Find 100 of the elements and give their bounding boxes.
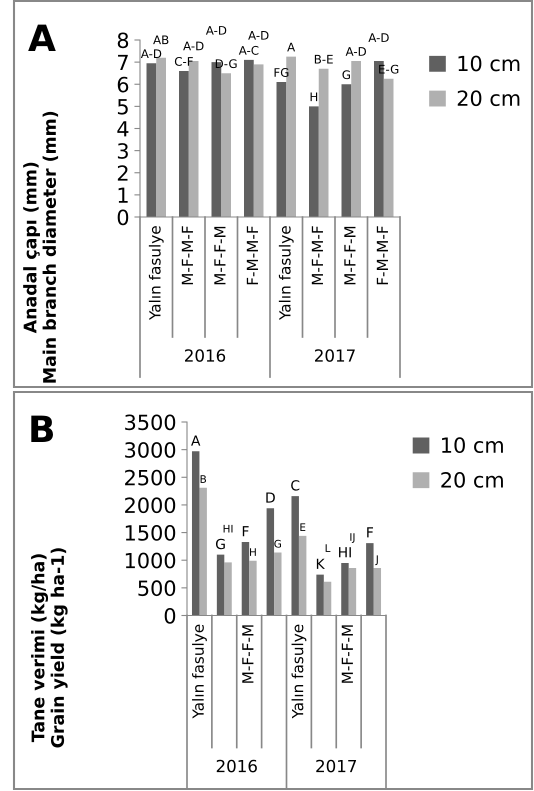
x-tick-label: M-F-F-M bbox=[242, 625, 254, 683]
data-label: A-D bbox=[346, 47, 366, 56]
bar bbox=[309, 106, 319, 217]
bar bbox=[318, 68, 328, 217]
y-tick-label: 5 bbox=[118, 99, 128, 115]
text: 2016 bbox=[185, 349, 226, 362]
y-tick-label: 0 bbox=[164, 608, 176, 624]
legend-label: 20 cm bbox=[441, 472, 503, 488]
x-tick-label: Yalın fasulye bbox=[292, 624, 306, 719]
y-tick-label: 0 bbox=[118, 209, 128, 226]
y-tick-label: 1 bbox=[118, 188, 128, 203]
bar bbox=[221, 73, 231, 217]
data-label: F bbox=[367, 527, 374, 538]
x-tick-label: M-F-F-M bbox=[342, 625, 353, 683]
data-label: A bbox=[287, 42, 296, 52]
data-label: B bbox=[200, 475, 206, 483]
bar bbox=[266, 508, 274, 616]
bar bbox=[342, 84, 352, 217]
data-label: L bbox=[326, 544, 330, 552]
y-tick-label: 500 bbox=[138, 580, 176, 596]
y-tick-label: 1000 bbox=[126, 552, 176, 568]
text: 2017 bbox=[316, 760, 356, 772]
bar bbox=[324, 582, 332, 616]
x-tick-label: M-F-M-F bbox=[182, 226, 193, 284]
bar bbox=[374, 568, 382, 616]
y-tick-label: 8 bbox=[118, 32, 128, 48]
y-tick-label: 6 bbox=[118, 76, 128, 92]
data-label: H bbox=[250, 548, 256, 556]
y-tick-label: 2000 bbox=[125, 497, 176, 514]
y-tick-label: 2 bbox=[118, 165, 128, 181]
data-label: H bbox=[310, 92, 318, 102]
bar bbox=[298, 536, 306, 616]
data-label: A-C bbox=[238, 46, 258, 55]
data-label: K bbox=[316, 558, 325, 569]
y-axis-title: Anadal çapı (mm) Main branch diameter (mm) bbox=[23, 112, 58, 383]
data-label: E bbox=[300, 523, 306, 531]
chart-title: A bbox=[28, 24, 56, 51]
y-tick-label: 3500 bbox=[125, 414, 176, 430]
bar bbox=[348, 568, 356, 616]
bar bbox=[156, 58, 166, 217]
bar bbox=[316, 574, 324, 616]
data-label: HI bbox=[224, 524, 232, 532]
bar bbox=[242, 542, 250, 616]
bar bbox=[276, 82, 286, 217]
legend-label: 20 cm bbox=[458, 90, 520, 106]
bar bbox=[351, 61, 361, 217]
legend-label: 10 cm bbox=[458, 56, 520, 72]
data-label: A bbox=[191, 436, 200, 446]
x-tick-label: M-F-F-M bbox=[344, 226, 356, 284]
y-tick-label: 4 bbox=[117, 121, 128, 136]
data-label: G bbox=[342, 70, 350, 80]
y-tick-label: 3 bbox=[118, 143, 128, 159]
bar bbox=[274, 552, 282, 616]
bar bbox=[249, 560, 257, 616]
data-label: AB bbox=[153, 36, 168, 44]
bar bbox=[224, 562, 232, 616]
x-tick-label: Yalın fasulye bbox=[192, 624, 207, 719]
data-label: C bbox=[291, 480, 300, 491]
data-label: A-D bbox=[206, 26, 226, 35]
x-tick-label: M-F-M-F bbox=[312, 226, 323, 284]
chart-title: B bbox=[31, 416, 53, 442]
x-tick-label: F-M-M-F bbox=[376, 226, 388, 284]
x-tick-label: M-F-F-M bbox=[214, 226, 226, 284]
bar bbox=[192, 451, 200, 616]
data-label: A-D bbox=[183, 42, 204, 50]
bar bbox=[254, 64, 264, 217]
data-label: F bbox=[242, 526, 249, 536]
x-tick-label: Yalın fasulye bbox=[278, 226, 294, 320]
bar bbox=[199, 488, 207, 616]
y-axis-title: Tane verimi (kg/ha) Grain yield (kg ha-1) bbox=[31, 548, 68, 748]
y-tick-label: 2500 bbox=[125, 470, 176, 486]
y-tick-label: 1500 bbox=[126, 525, 176, 541]
data-label: B-E bbox=[314, 54, 333, 64]
y-tick-label: 7 bbox=[118, 54, 128, 70]
bar bbox=[366, 543, 374, 616]
bar bbox=[291, 496, 299, 616]
bar bbox=[146, 63, 156, 217]
data-label: A-D bbox=[248, 31, 269, 40]
data-label: A-D bbox=[368, 33, 389, 42]
bar bbox=[179, 70, 189, 217]
bar bbox=[341, 562, 349, 616]
data-label: D-G bbox=[216, 59, 237, 68]
bar bbox=[244, 60, 254, 217]
data-label: C-F bbox=[174, 56, 193, 66]
x-tick-label: F-M-M-F bbox=[246, 226, 258, 284]
data-label: HI bbox=[339, 547, 351, 558]
data-label: A-D bbox=[140, 49, 162, 58]
data-label: J bbox=[375, 555, 378, 566]
x-tick-label: Yalın fasulye bbox=[148, 226, 164, 320]
bar bbox=[216, 554, 224, 616]
data-label: IJ bbox=[350, 533, 354, 543]
text: 2017 bbox=[315, 349, 355, 362]
y-tick-label: 3000 bbox=[125, 442, 176, 458]
data-label: D bbox=[266, 492, 275, 503]
text: 2016 bbox=[216, 760, 257, 772]
bar bbox=[384, 78, 394, 217]
data-label: G bbox=[274, 540, 281, 548]
data-label: G bbox=[216, 538, 225, 550]
legend-label: 10 cm bbox=[442, 437, 503, 454]
data-label: FG bbox=[274, 68, 288, 77]
